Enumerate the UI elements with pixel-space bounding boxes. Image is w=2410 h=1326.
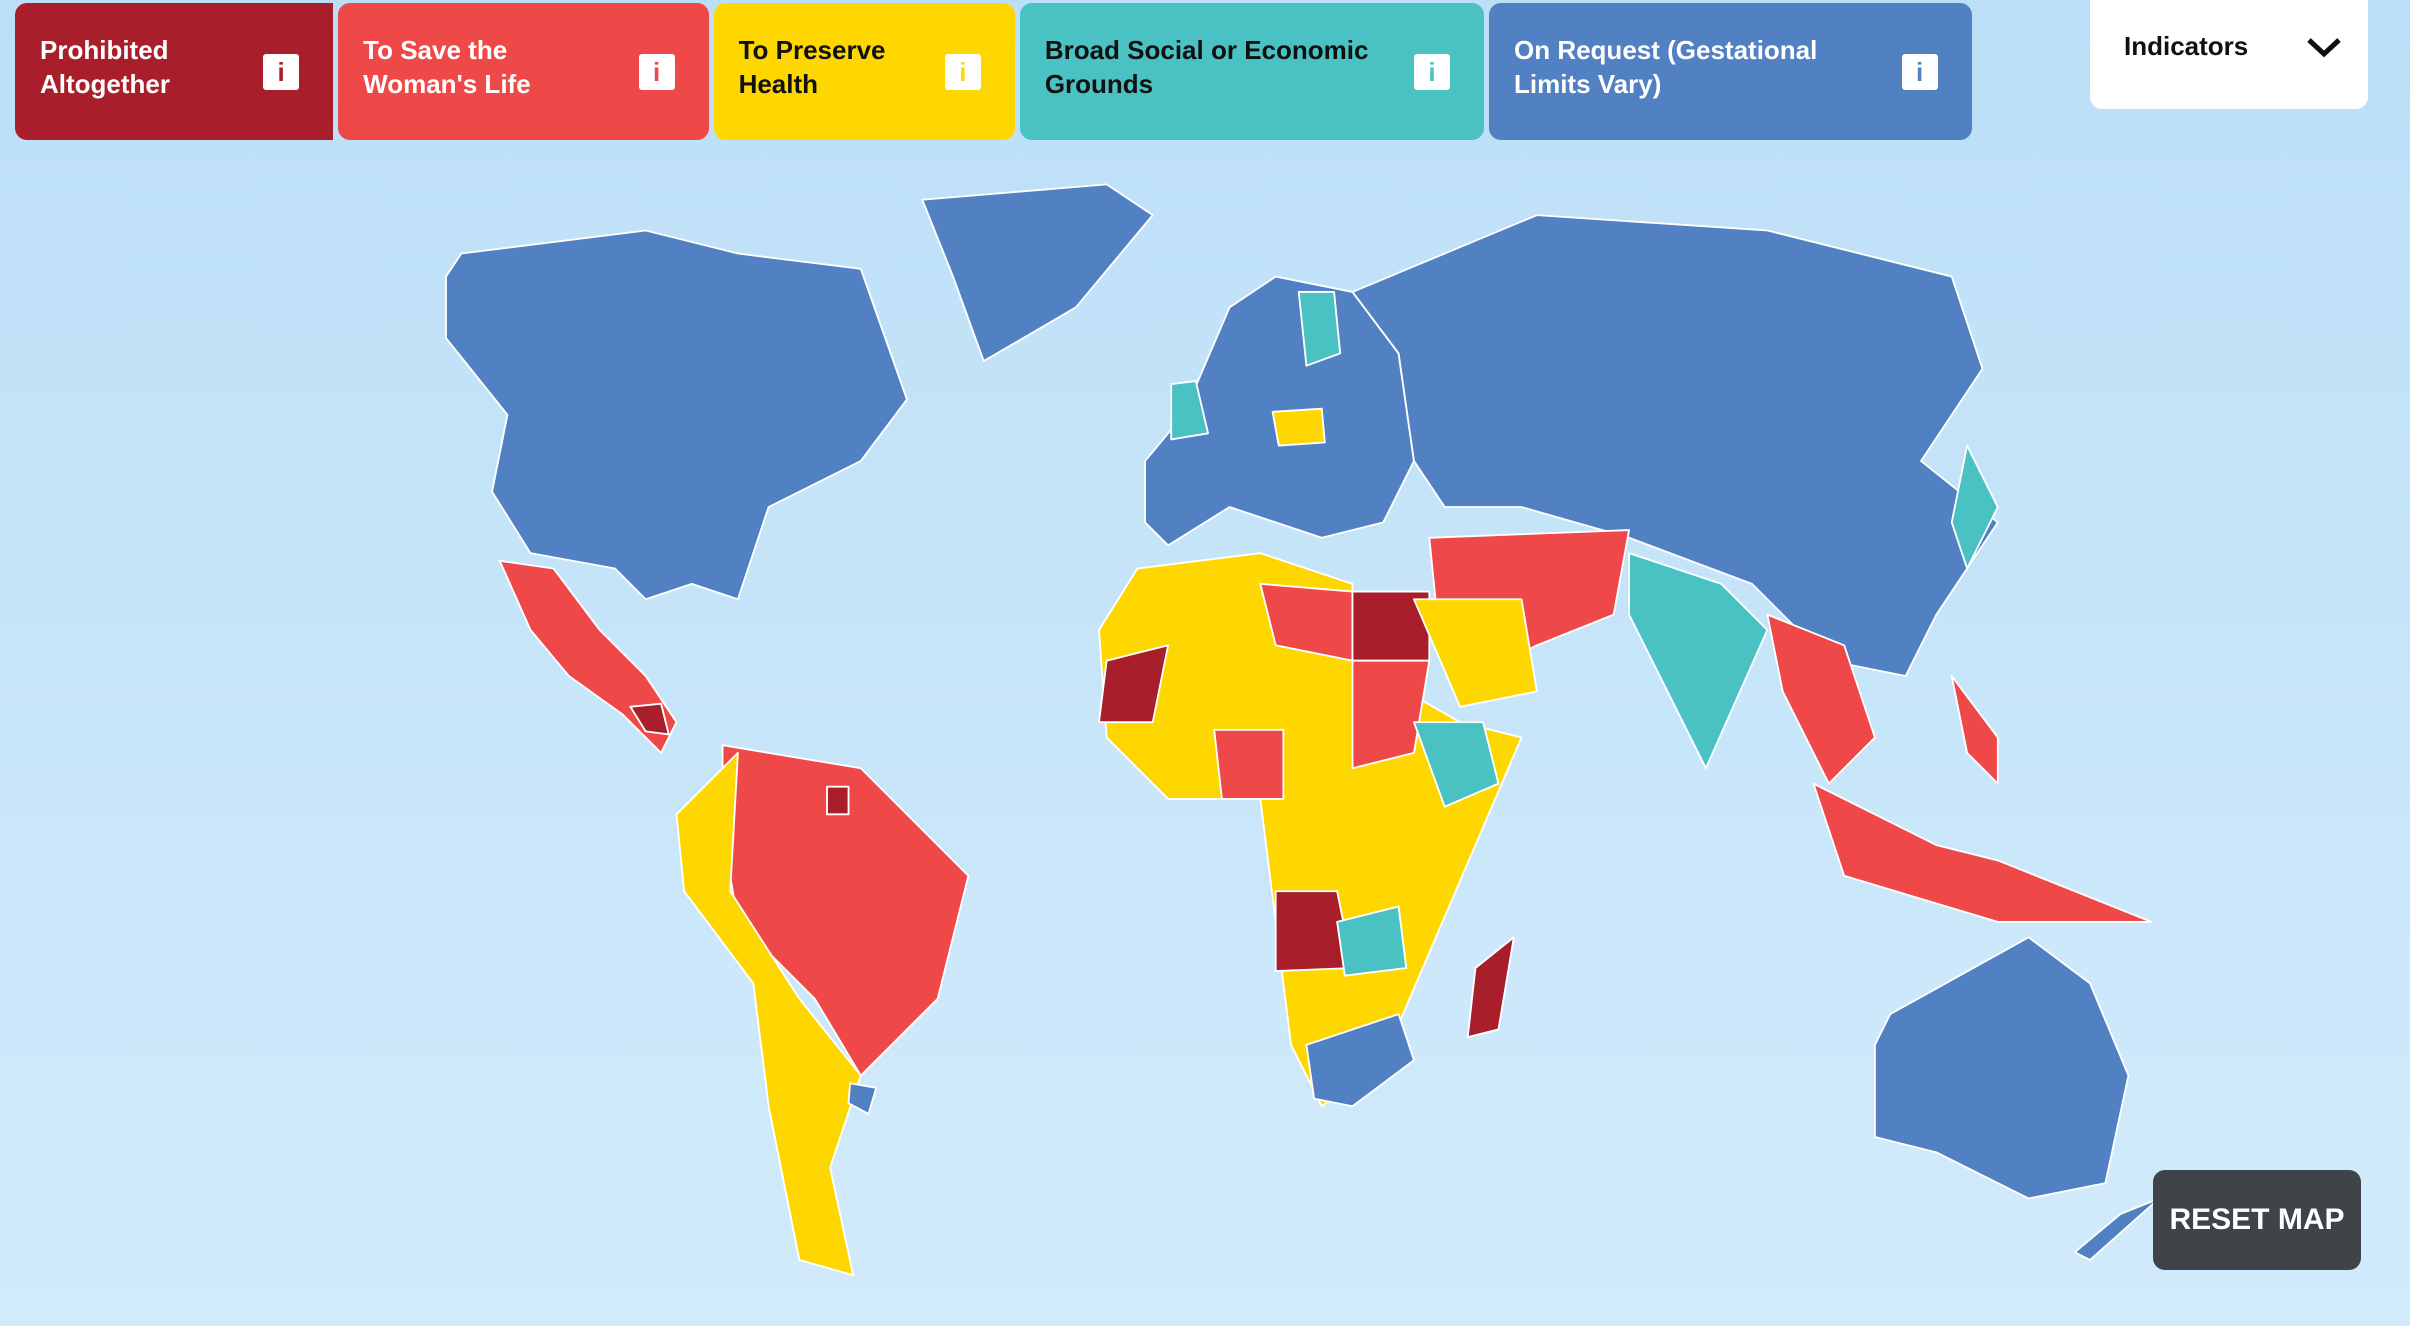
mauritania[interactable]: [1098, 644, 1170, 724]
legend-item[interactable]: Broad Social or Economic Grounds i: [1019, 3, 1484, 140]
info-icon[interactable]: i: [263, 54, 300, 90]
south-africa[interactable]: [1305, 1013, 1415, 1108]
philippines[interactable]: [1950, 675, 1999, 785]
chevron-icon: [2307, 38, 2341, 58]
saudi-arabia[interactable]: [1413, 598, 1538, 708]
info-icon[interactable]: i: [1901, 54, 1938, 90]
australia[interactable]: [1873, 936, 2130, 1200]
japan[interactable]: [1950, 444, 1999, 570]
legend-label: To Preserve Health: [738, 35, 886, 99]
nigeria[interactable]: [1213, 728, 1285, 800]
legend-label: To Save the Woman's Life: [363, 35, 531, 99]
legend-item[interactable]: To Preserve Health i: [713, 3, 1015, 140]
india[interactable]: [1628, 552, 1769, 770]
legend-item[interactable]: To Save the Woman's Life i: [338, 3, 709, 140]
honduras[interactable]: [629, 702, 670, 736]
legend-item[interactable]: On Request (Gestational Limits Vary) i: [1488, 3, 1972, 140]
ethiopia[interactable]: [1413, 721, 1500, 808]
central-america[interactable]: [498, 559, 678, 754]
info-icon[interactable]: i: [638, 54, 675, 90]
madagascar[interactable]: [1466, 936, 1515, 1039]
uruguay[interactable]: [847, 1082, 878, 1115]
asia[interactable]: [1351, 214, 1999, 677]
new-zealand[interactable]: [2073, 1197, 2161, 1261]
legend-label: Broad Social or Economic Grounds: [1044, 35, 1369, 99]
reset-button[interactable]: RESET MAP: [2153, 1170, 2361, 1270]
suriname[interactable]: [826, 785, 850, 816]
dropdown-label: Indicators: [2124, 31, 2249, 61]
info-icon[interactable]: i: [1413, 54, 1450, 90]
indicators-dropdown[interactable]: Indicators: [2090, 0, 2368, 109]
zambia[interactable]: [1336, 905, 1408, 977]
poland[interactable]: [1271, 407, 1326, 447]
north-america[interactable]: [445, 229, 908, 601]
greenland[interactable]: [921, 183, 1154, 362]
andes[interactable]: [675, 751, 862, 1277]
legend-item[interactable]: Prohibited Altogether i: [15, 3, 334, 140]
legend-label: Prohibited Altogether: [40, 35, 170, 99]
legend-label: On Request (Gestational Limits Vary): [1513, 35, 1818, 99]
southeast-asia[interactable]: [1766, 613, 1876, 785]
legend: Prohibited Altogether i To Save the Woman'…: [15, 3, 1972, 140]
info-icon[interactable]: i: [944, 54, 981, 90]
uk[interactable]: [1170, 380, 1209, 441]
finland[interactable]: [1297, 291, 1342, 367]
indonesia[interactable]: [1812, 782, 2153, 923]
sudan[interactable]: [1351, 659, 1431, 770]
